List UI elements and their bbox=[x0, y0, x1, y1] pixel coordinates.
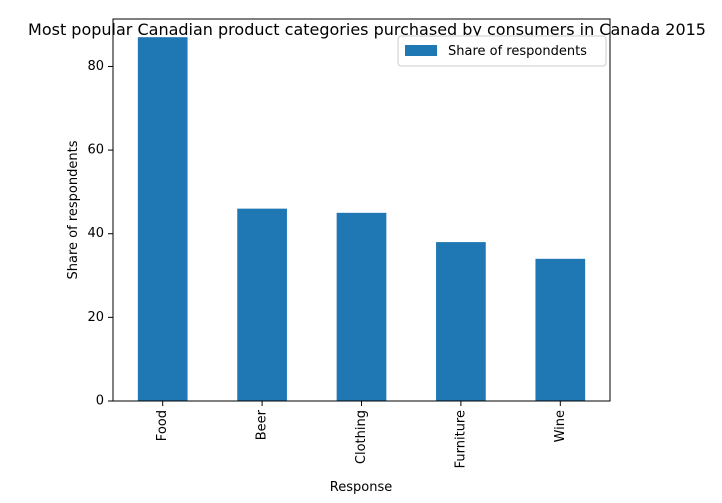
legend-label: Share of respondents bbox=[448, 44, 587, 59]
y-axis-label: Share of respondents bbox=[66, 140, 81, 279]
x-tick-label: Beer bbox=[255, 409, 270, 440]
y-tick-label: 60 bbox=[87, 143, 104, 158]
x-tick-label: Clothing bbox=[354, 410, 369, 464]
x-axis-label: Response bbox=[330, 480, 392, 495]
chart-title: Most popular Canadian product categories… bbox=[28, 20, 706, 39]
x-tick-label: Wine bbox=[553, 410, 568, 442]
x-axis-ticks: Food Beer Clothing Furniture Wine bbox=[155, 401, 568, 468]
y-tick-label: 80 bbox=[87, 59, 104, 74]
x-tick-label: Furniture bbox=[453, 410, 468, 468]
legend-box bbox=[397, 35, 607, 67]
bar-beer bbox=[237, 208, 287, 401]
y-axis-ticks: 0 20 40 60 80 bbox=[87, 59, 113, 409]
bar-clothing bbox=[336, 212, 387, 401]
y-tick-label: 40 bbox=[87, 226, 104, 241]
bar-wine bbox=[535, 258, 586, 401]
y-tick-label: 0 bbox=[96, 394, 104, 409]
x-tick-label: Food bbox=[155, 410, 170, 441]
plot-frame bbox=[112, 18, 611, 402]
y-tick-label: 20 bbox=[87, 310, 104, 325]
bars-group bbox=[137, 37, 586, 401]
legend-swatch bbox=[405, 45, 437, 56]
bar-food bbox=[137, 37, 188, 401]
bar-furniture bbox=[436, 242, 486, 401]
legend: Share of respondents bbox=[397, 35, 607, 67]
